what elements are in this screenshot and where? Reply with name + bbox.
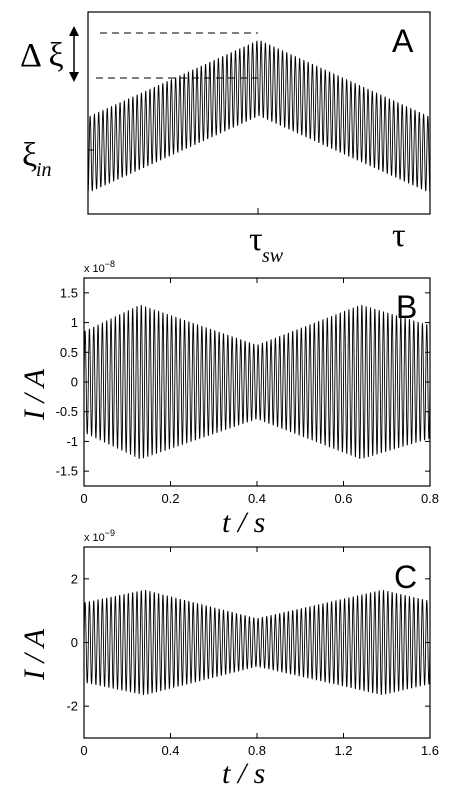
tau-label: τ — [392, 217, 406, 254]
delta-xi-label: Δ ξ — [20, 37, 64, 74]
xi-in-subscript: in — [36, 159, 52, 181]
panel-c-ytick-label: 2 — [71, 571, 78, 586]
panel-c-trace — [83, 589, 431, 696]
delta-double-arrow — [69, 26, 79, 82]
panel-c-exponent: x 10−9 — [84, 528, 115, 544]
tau-sw-label: τ — [249, 221, 263, 258]
panel-b-xtick-label: 0.4 — [248, 491, 266, 506]
panel-c-xtick-label: 1.2 — [334, 743, 352, 758]
panel-c-ticks: 0 0.4 0.8 1.2 1.6 2 0 -2 — [66, 547, 439, 758]
panel-c: 0 0.4 0.8 1.2 1.6 2 0 -2 x 10−9 C I / A t / s — [18, 528, 439, 790]
panel-a: Δ ξ ξ in τ sw τ A — [20, 11, 431, 267]
panel-c-xtick-label: 1.6 — [421, 743, 439, 758]
panel-b-ytick-label: 0.5 — [60, 345, 78, 360]
panel-c-ytick-label: 0 — [71, 635, 78, 650]
panel-b-ytick-label: 0 — [71, 375, 78, 390]
panel-a-signal-line — [87, 40, 431, 194]
panel-b-ytick-label: -1 — [66, 434, 78, 449]
panel-c-ylabel: I / A — [18, 628, 51, 681]
panel-b-ytick-label: -1.5 — [56, 464, 78, 479]
panel-c-xtick-label: 0 — [80, 743, 87, 758]
panel-b-xtick-label: 0.2 — [161, 491, 179, 506]
panel-a-frame — [87, 11, 431, 215]
panel-b-xtick-label: 0.8 — [421, 491, 439, 506]
panel-c-signal-line — [83, 589, 431, 696]
panel-c-ytick-label: -2 — [66, 699, 78, 714]
panel-b-letter: B — [396, 289, 417, 325]
panel-b-ytick-label: 1 — [71, 315, 78, 330]
panel-b-ylabel: I / A — [18, 368, 51, 421]
xi-in-label: ξ — [22, 137, 37, 174]
panel-a-trace — [87, 40, 431, 194]
panel-c-xtick-label: 0.8 — [248, 743, 266, 758]
panel-c-xtick-label: 0.4 — [161, 743, 179, 758]
panel-b-xlabel: t / s — [222, 506, 265, 539]
panel-b-trace — [83, 304, 431, 460]
panel-b-exponent: x 10−8 — [84, 259, 115, 275]
panel-c-xlabel: t / s — [222, 757, 265, 790]
panel-b-xtick-label: 0 — [80, 491, 87, 506]
panel-b-xtick-label: 0.6 — [334, 491, 352, 506]
panel-b-signal-line — [83, 304, 431, 460]
panel-b: 0 0.2 0.4 0.6 0.8 1.5 1 0.5 0 -0.5 -1 -1.5 x 10−8 B… — [18, 259, 439, 539]
panel-b-ytick-label: -0.5 — [56, 404, 78, 419]
panel-b-ytick-label: 1.5 — [60, 285, 78, 300]
panel-b-ticks: 0 0.2 0.4 0.6 0.8 1.5 1 0.5 0 -0.5 -1 -1.5 — [56, 278, 439, 506]
tau-sw-subscript: sw — [262, 245, 284, 267]
panel-c-letter: C — [394, 559, 417, 595]
panel-a-letter: A — [392, 23, 414, 59]
